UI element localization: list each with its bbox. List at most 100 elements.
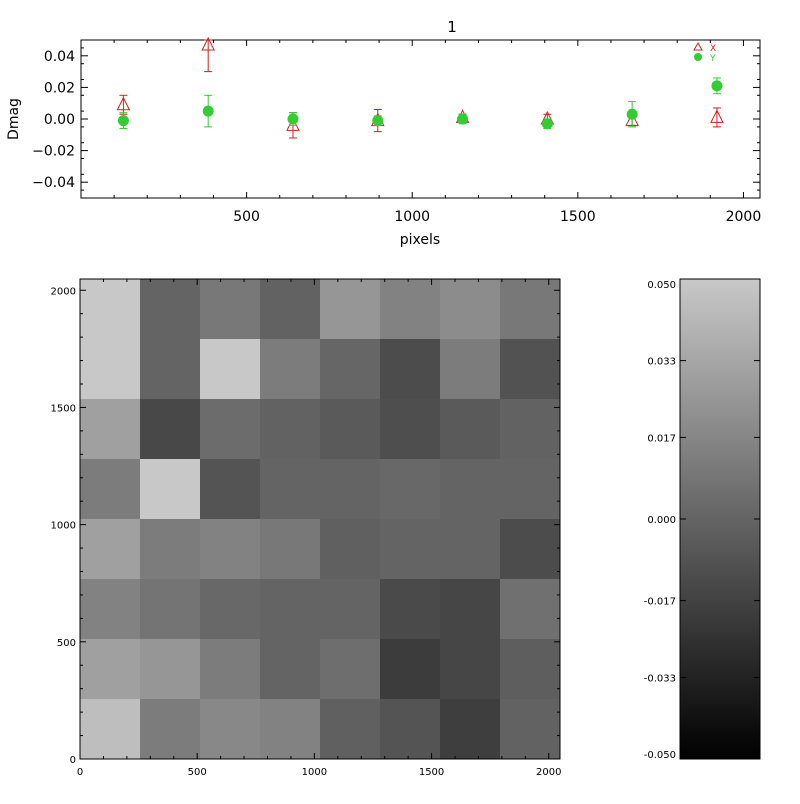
- heatmap-y-tick-label: 1500: [51, 403, 76, 414]
- colorbar-panel: 0.050 0.033 0.017 0.000 -0.017 -0.033 -0.050: [644, 278, 761, 761]
- heatmap-cell: [500, 579, 561, 640]
- plot-frame: [80, 39, 761, 199]
- heatmap-cell: [260, 519, 321, 580]
- heatmap-cell: [260, 579, 321, 640]
- heatmap-cell: [260, 339, 321, 400]
- colorbar-tick-label: -0.017: [644, 597, 676, 608]
- circle-marker: [287, 113, 299, 125]
- heatmap-cell: [260, 699, 321, 760]
- heatmap-cell: [380, 459, 441, 520]
- heatmap-cell: [500, 339, 561, 400]
- x-tick-label: 1000: [394, 209, 430, 225]
- y-axis-ticks: −0.04 −0.02 0.00 0.02 0.04: [32, 47, 760, 191]
- heatmap-cell: [440, 399, 501, 460]
- heatmap-cell: [80, 459, 141, 520]
- y-tick-label: 0.00: [44, 112, 75, 128]
- circle-marker: [541, 118, 553, 130]
- y-tick-label: 0.02: [44, 80, 75, 96]
- colorbar-tick-label: 0.017: [647, 433, 676, 444]
- colorbar-tick-label: -0.050: [644, 750, 676, 761]
- x-axis-ticks: 500 1000 1500 2000: [113, 40, 762, 225]
- heatmap-cell: [500, 639, 561, 700]
- heatmap-cell: [500, 699, 561, 760]
- heatmap-cell: [200, 639, 261, 700]
- heatmap-panel: 0 500 1000 1500 2000 0 500 1000 1500 2000: [51, 278, 561, 778]
- heatmap-cell: [440, 519, 501, 580]
- heatmap-cell: [260, 279, 321, 340]
- heatmap-cell: [320, 579, 381, 640]
- heatmap-y-tick-label: 1000: [51, 521, 76, 532]
- heatmap-cell: [140, 339, 201, 400]
- heatmap-cell: [140, 579, 201, 640]
- heatmap-cell: [500, 279, 561, 340]
- y-tick-label: −0.04: [32, 175, 75, 191]
- heatmap-cell: [260, 459, 321, 520]
- heatmap-cell: [320, 279, 381, 340]
- heatmap-cell: [200, 339, 261, 400]
- circle-marker: [372, 115, 384, 127]
- heatmap-cell: [320, 519, 381, 580]
- colorbar-tick-label: 0.000: [647, 515, 676, 526]
- circle-marker: [202, 105, 214, 117]
- heatmap-cell: [200, 699, 261, 760]
- x-tick-label: 2000: [726, 209, 762, 225]
- heatmap-y-ticks: 0 500 1000 1500 2000: [51, 286, 560, 766]
- legend: XY: [693, 41, 716, 64]
- heatmap-x-tick-label: 2000: [536, 767, 561, 778]
- colorbar-tick-label: 0.033: [647, 357, 676, 368]
- heatmap-cell: [320, 459, 381, 520]
- x-tick-label: 1500: [560, 209, 596, 225]
- heatmap-cell: [80, 279, 141, 340]
- heatmap-cell: [320, 699, 381, 760]
- heatmap-cell: [320, 639, 381, 700]
- heatmap-cell: [380, 399, 441, 460]
- triangle-marker: [286, 117, 300, 131]
- triangle-marker: [116, 96, 131, 111]
- legend-marker-triangle: [693, 41, 703, 51]
- heatmap-cell: [80, 579, 141, 640]
- heatmap-cells: [80, 279, 561, 760]
- heatmap-cell: [200, 279, 261, 340]
- heatmap-cell: [140, 459, 201, 520]
- heatmap-cell: [500, 519, 561, 580]
- legend-label: X: [710, 44, 716, 54]
- heatmap-cell: [80, 639, 141, 700]
- heatmap-cell: [140, 639, 201, 700]
- heatmap-y-tick-label: 0: [70, 755, 76, 766]
- heatmap-cell: [200, 399, 261, 460]
- heatmap-cell: [500, 459, 561, 520]
- data-points: [116, 36, 724, 139]
- heatmap-y-tick-label: 500: [57, 638, 76, 649]
- heatmap-cell: [380, 279, 441, 340]
- x-axis-label: pixels: [400, 232, 440, 248]
- heatmap-cell: [140, 279, 201, 340]
- x-tick-label: 500: [233, 209, 260, 225]
- chart-title: 1: [447, 18, 457, 36]
- circle-marker: [457, 113, 469, 125]
- heatmap-cell: [140, 699, 201, 760]
- circle-marker: [117, 115, 129, 127]
- colorbar-ticks: 0.050 0.033 0.017 0.000 -0.017 -0.033 -0.050: [644, 278, 760, 761]
- heatmap-cell: [260, 639, 321, 700]
- heatmap-frame: [79, 278, 561, 760]
- heatmap-cell: [380, 639, 441, 700]
- colorbar-tick-label: 0.050: [647, 280, 676, 291]
- heatmap-cell: [380, 519, 441, 580]
- heatmap-cell: [380, 699, 441, 760]
- legend-label: Y: [709, 54, 716, 64]
- colorbar-tick-label: -0.033: [644, 673, 676, 684]
- heatmap-x-tick-label: 500: [188, 767, 207, 778]
- heatmap-cell: [80, 399, 141, 460]
- heatmap-cell: [200, 519, 261, 580]
- heatmap-cell: [440, 579, 501, 640]
- heatmap-cell: [440, 699, 501, 760]
- heatmap-x-tick-label: 0: [77, 767, 83, 778]
- y-tick-label: −0.02: [32, 144, 75, 160]
- heatmap-cell: [380, 339, 441, 400]
- triangle-marker: [710, 109, 724, 123]
- heatmap-cell: [440, 339, 501, 400]
- heatmap-cell: [320, 339, 381, 400]
- circle-marker: [711, 80, 723, 92]
- heatmap-x-ticks: 0 500 1000 1500 2000: [77, 279, 561, 778]
